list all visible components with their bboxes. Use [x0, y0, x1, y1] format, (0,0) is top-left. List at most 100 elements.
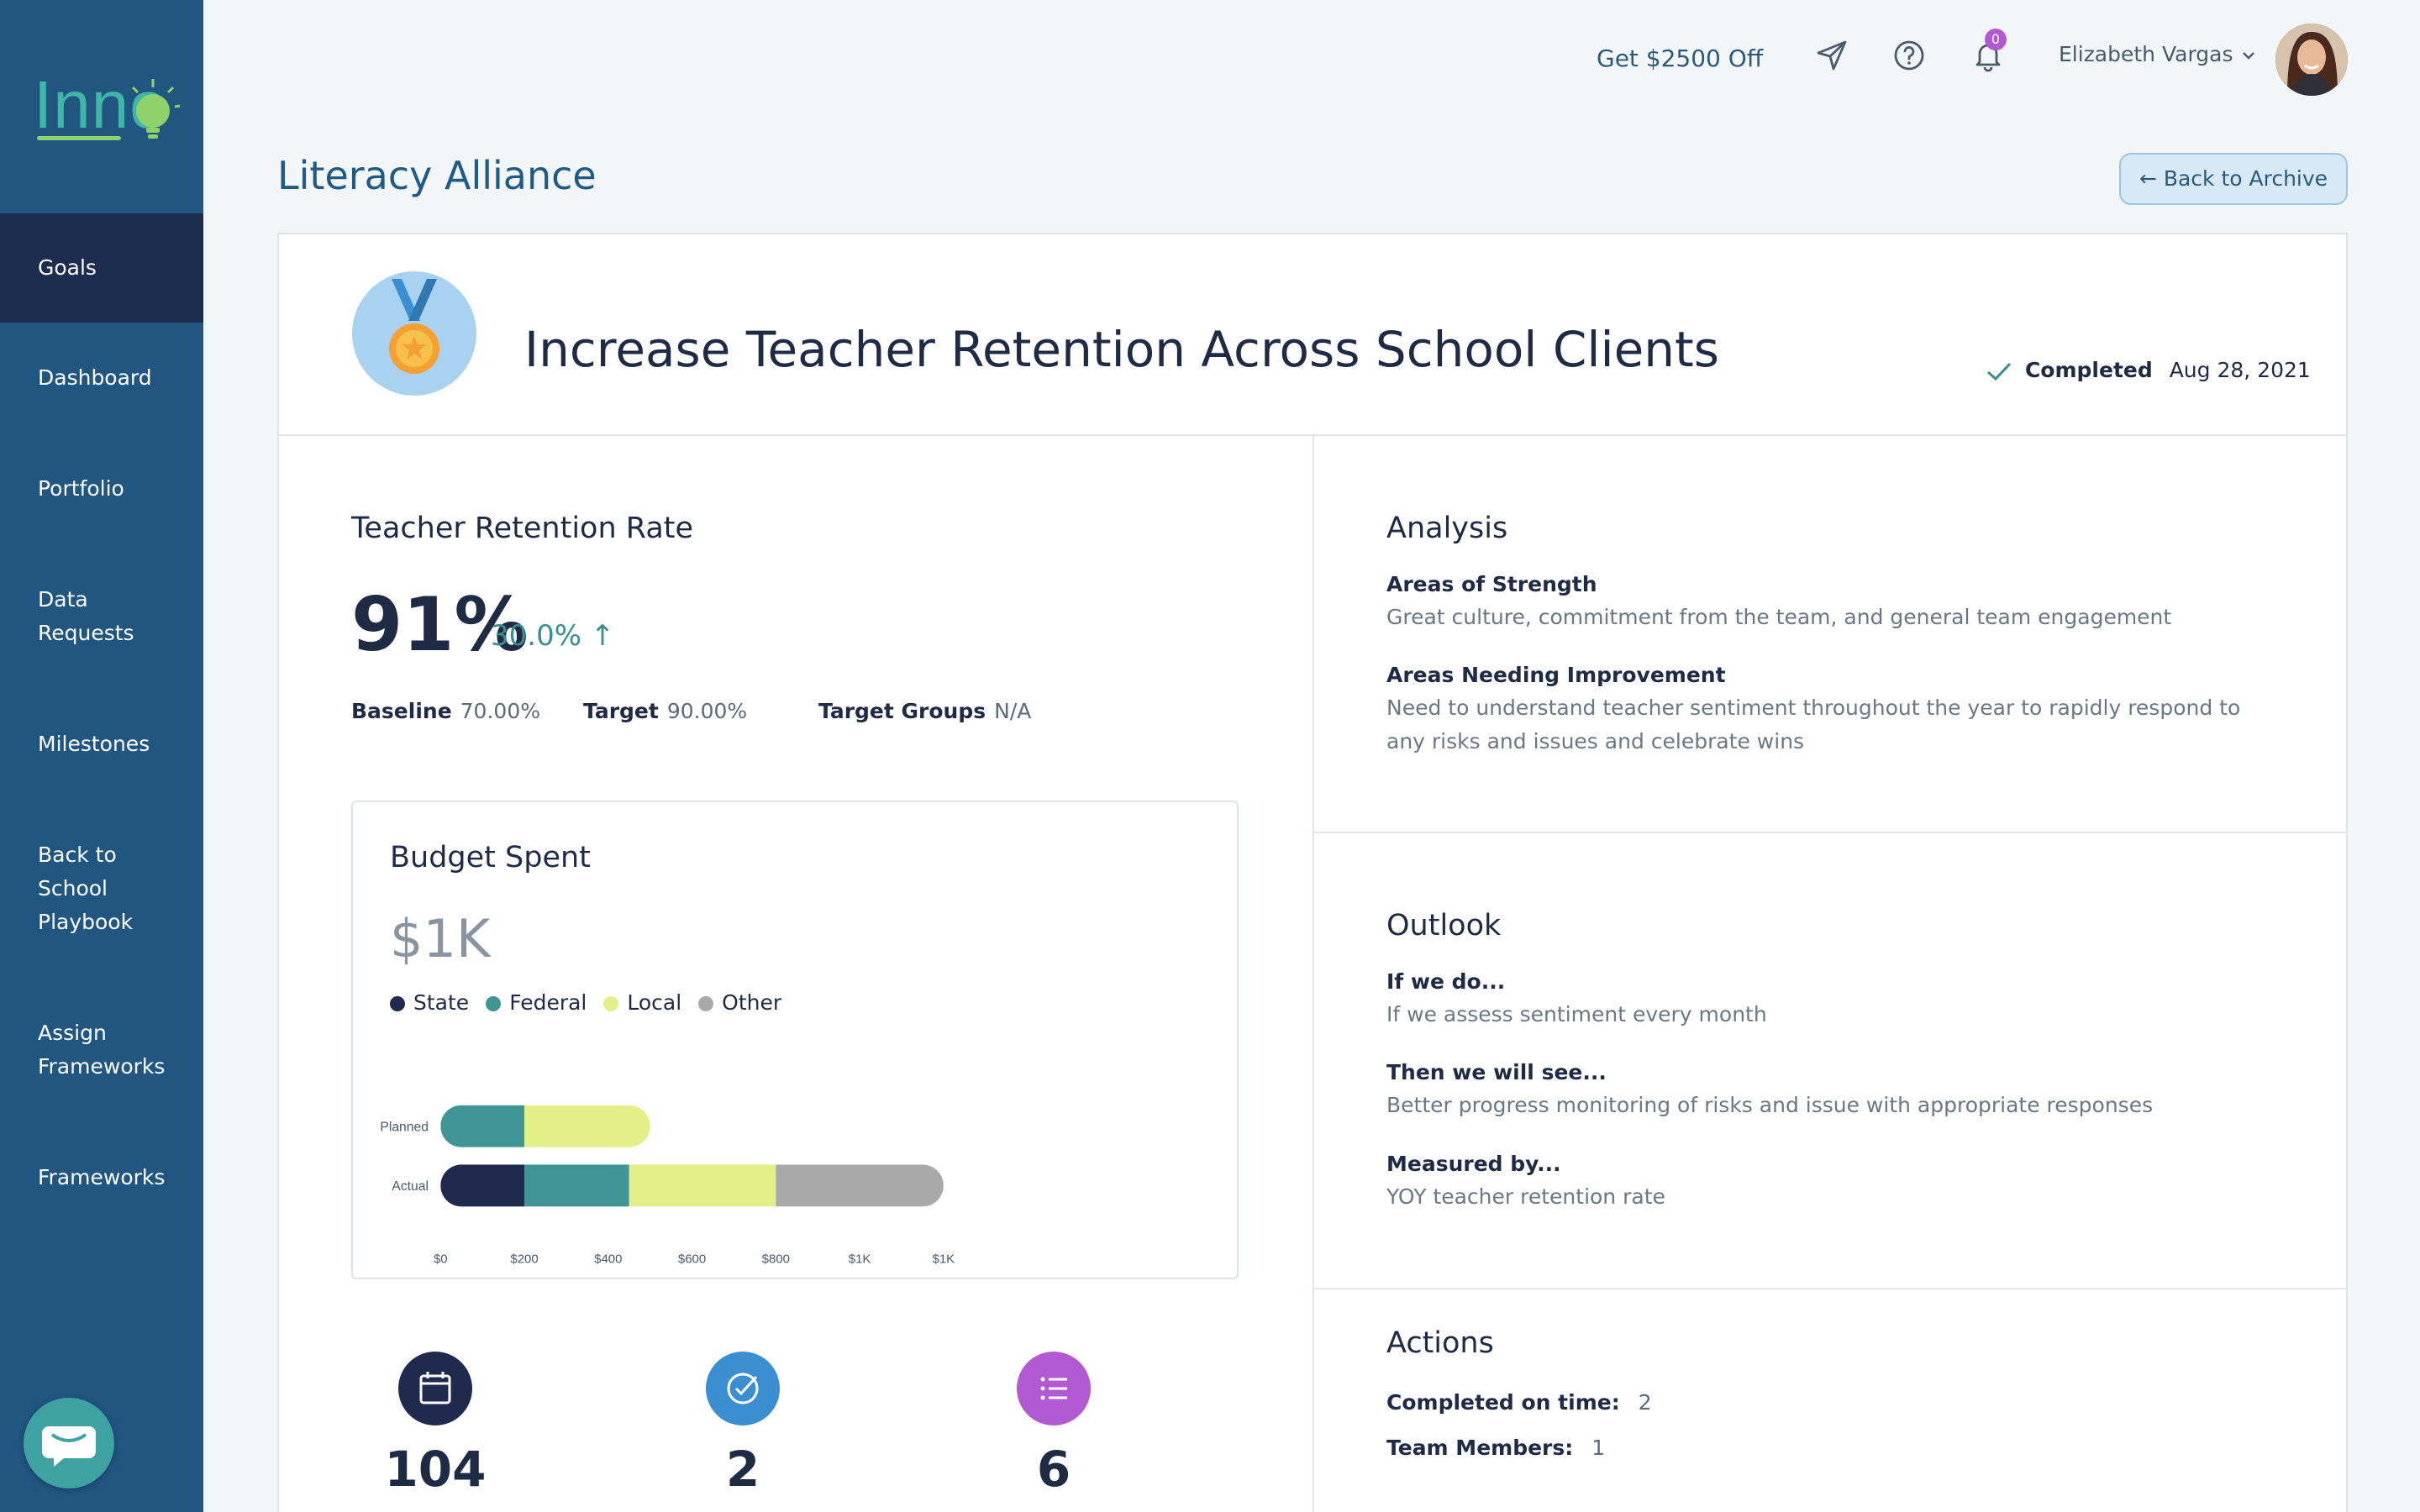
strength-label: Areas of Strength — [1386, 572, 1597, 596]
help-icon[interactable] — [1892, 39, 1926, 72]
chat-button[interactable] — [24, 1398, 114, 1488]
medal-icon — [352, 271, 476, 396]
metric-value: 91% — [351, 581, 529, 668]
budget-title: Budget Spent — [390, 841, 591, 874]
x-tick-label: $200 — [510, 1252, 538, 1267]
logo[interactable]: Inno — [34, 67, 181, 143]
actions-title: Actions — [1386, 1326, 1494, 1360]
bar-segment-local[interactable] — [629, 1164, 776, 1207]
sidebar-item-dashboard[interactable]: Dashboard — [38, 365, 152, 390]
x-tick-label: $0 — [434, 1252, 448, 1267]
x-tick-label: $1K — [849, 1252, 871, 1267]
chat-icon — [42, 1426, 96, 1467]
bar-segment-federal[interactable] — [524, 1164, 629, 1207]
bar-segment-local[interactable] — [524, 1105, 650, 1147]
budget-chart: Planned Actual $0 $200 $400 $600 $800 $1K $1K — [380, 1105, 955, 1267]
divider — [1314, 832, 2348, 833]
metric-title: Teacher Retention Rate — [351, 512, 694, 545]
stat-icon-bg — [1017, 1352, 1091, 1425]
completed-value: 2 — [1638, 1390, 1652, 1415]
user-menu[interactable]: Elizabeth Vargas — [2059, 42, 2256, 66]
if-label: If we do... — [1386, 969, 1506, 994]
bar-segment-federal[interactable] — [440, 1105, 525, 1147]
page-title: Literacy Alliance — [277, 153, 597, 198]
stat-actions: 6 — [970, 1352, 1138, 1498]
legend-item: Other — [698, 990, 781, 1015]
metric-change: 30.0% ↑ — [491, 619, 615, 653]
notification-badge: 0 — [1985, 29, 2007, 50]
x-tick-label: $800 — [762, 1252, 790, 1267]
sidebar-item-data-requests[interactable]: Data Requests — [38, 587, 134, 645]
legend-item: Local — [603, 990, 681, 1015]
target-value: 90.00% — [666, 699, 748, 723]
legend-dot — [603, 996, 619, 1011]
goal-card: Increase Teacher Retention Across School… — [277, 233, 2348, 1512]
bar-segment-other[interactable] — [776, 1164, 944, 1207]
completed-label: Completed on time: — [1386, 1390, 1620, 1415]
bar-segment-state[interactable] — [440, 1164, 525, 1207]
stat-icon-bg — [706, 1352, 780, 1425]
stat-icon-bg — [398, 1352, 472, 1425]
legend-label: Other — [722, 990, 782, 1015]
sidebar-item-milestones[interactable]: Milestones — [38, 732, 150, 756]
actions-team: Team Members: 1 — [1386, 1436, 1605, 1460]
sidebar-item-back-to-school-playbook[interactable]: Back to School Playbook — [38, 843, 134, 934]
outlook-title: Outlook — [1386, 909, 1502, 942]
improvement-label: Areas Needing Improvement — [1386, 663, 1726, 687]
back-to-archive-button[interactable]: ← Back to Archive — [2119, 153, 2348, 205]
legend-item: State — [390, 990, 469, 1015]
stat-value: 104 — [384, 1441, 487, 1498]
sidebar-item-assign-frameworks[interactable]: Assign Frameworks — [38, 1021, 166, 1079]
list-icon — [1040, 1377, 1067, 1400]
user-name: Elizabeth Vargas — [2059, 42, 2233, 66]
legend-dot — [698, 996, 714, 1011]
category-label: Actual — [392, 1179, 429, 1194]
stat-days: 104 — [351, 1352, 519, 1498]
check-circle-icon — [727, 1373, 759, 1404]
measured-label: Measured by... — [1386, 1152, 1561, 1176]
strength-text: Great culture, commitment from the team,… — [1386, 605, 2172, 629]
stat-value: 2 — [725, 1441, 760, 1498]
target-groups-label: Target Groups — [818, 699, 986, 723]
check-icon — [1987, 362, 2012, 381]
category-label: Planned — [380, 1120, 429, 1134]
chart-legend: State Federal Local Other — [390, 990, 798, 1015]
divider — [279, 434, 2346, 436]
divider — [1313, 436, 1314, 1512]
status-label: Completed — [2024, 358, 2153, 382]
measured-text: YOY teacher retention rate — [1386, 1184, 1665, 1209]
calendar-icon — [419, 1372, 451, 1404]
budget-total: $1K — [390, 908, 491, 969]
goal-title: Increase Teacher Retention Across School… — [524, 321, 1719, 378]
status-date: Aug 28, 2021 — [2169, 358, 2311, 382]
x-tick-label: $1K — [933, 1252, 955, 1267]
budget-panel: Budget Spent $1K State Federal Local Other … — [351, 801, 1239, 1279]
logo-underline — [37, 136, 121, 140]
sidebar-item-frameworks[interactable]: Frameworks — [38, 1165, 166, 1189]
improvement-text: Need to understand teacher sentiment thr… — [1386, 696, 2241, 753]
chevron-down-icon — [2243, 52, 2255, 60]
sidebar: Inno Goals Dashboard Portfolio Data Requ… — [0, 0, 203, 1512]
team-label: Team Members: — [1386, 1436, 1574, 1460]
target: Target 90.00% — [583, 699, 747, 723]
divider — [1314, 1288, 2348, 1289]
promo-link[interactable]: Get $2500 Off — [1597, 45, 1764, 72]
avatar[interactable] — [2275, 24, 2348, 96]
sidebar-nav: Goals Dashboard Portfolio Data Requests … — [0, 213, 203, 1233]
send-icon[interactable] — [1815, 39, 1849, 72]
baseline-value: 70.00% — [460, 699, 540, 723]
legend-label: State — [413, 990, 470, 1015]
x-tick-label: $400 — [594, 1252, 622, 1267]
target-label: Target — [583, 699, 659, 723]
legend-dot — [390, 996, 405, 1011]
sidebar-item-portfolio[interactable]: Portfolio — [38, 476, 124, 501]
sidebar-item-goals[interactable]: Goals — [0, 213, 203, 323]
completion-status: Completed Aug 28, 2021 — [1985, 358, 2311, 384]
lightbulb-icon — [131, 79, 181, 139]
legend-label: Federal — [509, 990, 587, 1015]
analysis-title: Analysis — [1386, 512, 1508, 545]
then-label: Then we will see... — [1386, 1060, 1607, 1084]
team-value: 1 — [1591, 1436, 1606, 1460]
target-groups-value: N/A — [994, 699, 1032, 723]
actions-completed: Completed on time: 2 — [1386, 1390, 1652, 1415]
